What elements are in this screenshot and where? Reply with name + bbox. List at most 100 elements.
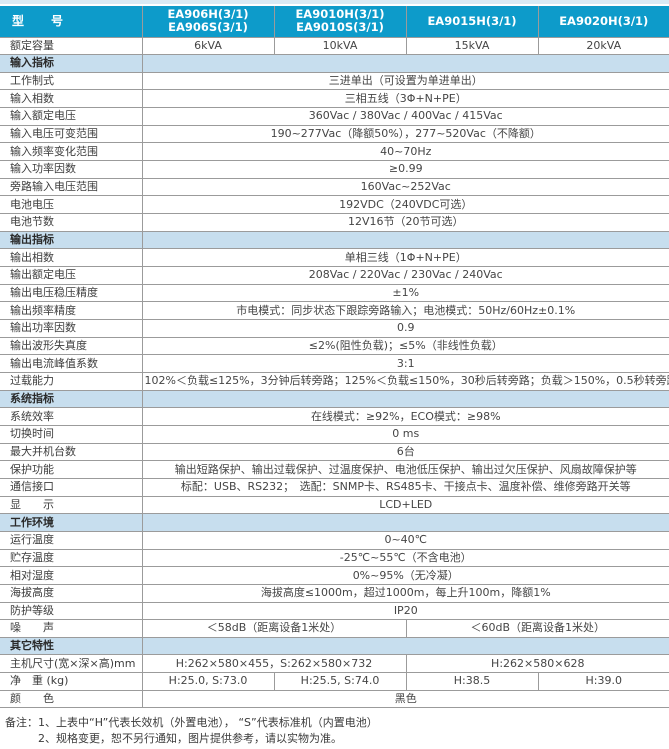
spec-row: 显 示 LCD+LED bbox=[0, 495, 669, 515]
spec-value: 0~40℃ bbox=[141, 530, 669, 550]
spec-value: 40~70Hz bbox=[141, 142, 669, 162]
row-label: 系统效率 bbox=[0, 407, 143, 426]
row-label: 输入额定电压 bbox=[0, 107, 143, 126]
spec-row: 防护等级 IP20 bbox=[0, 601, 669, 621]
spec-value: ≥0.99 bbox=[141, 160, 669, 179]
spec-row: 保护功能 输出短路保护、输出过载保护、过温度保护、电池低压保护、输出过欠压保护、风… bbox=[0, 460, 669, 479]
row-label: 相对湿度 bbox=[0, 566, 143, 585]
spec-row: 输出电压稳压精度 ±1% bbox=[0, 283, 669, 303]
spec-value: H:39.0 bbox=[537, 672, 669, 691]
spec-value: 102%＜负载≤125%，3分钟后转旁路；125%＜负载≤150%，30秒后转旁… bbox=[141, 371, 669, 391]
spec-row: 输入电压可变范围 190~277Vac（降额50%），277~520Vac（不降额… bbox=[0, 124, 669, 144]
spec-value: 160Vac~252Vac bbox=[141, 177, 669, 197]
spec-value: 海拔高度≤1000m，超过1000m，每上升100m，降额1% bbox=[141, 583, 669, 603]
spec-row: 电池节数 12V16节（20节可选） bbox=[0, 213, 669, 232]
row-label: 输出波形失真度 bbox=[0, 336, 143, 356]
row-label: 输入电压可变范围 bbox=[0, 124, 143, 144]
model-header-cell-1: EA906H(3/1) EA906S(3/1) bbox=[141, 6, 275, 38]
spec-row: 输出额定电压 208Vac / 220Vac / 230Vac / 240Vac bbox=[0, 266, 669, 285]
spec-value: ＜60dB（距离设备1米处） bbox=[405, 619, 669, 638]
row-label: 颜 色 bbox=[0, 689, 143, 709]
row-label: 输出额定电压 bbox=[0, 266, 143, 285]
spec-row: 输出相数 单相三线（1Φ+N+PE） bbox=[0, 248, 669, 268]
spec-row: 相对湿度 0%~95%（无冷凝） bbox=[0, 566, 669, 585]
row-label: 海拔高度 bbox=[0, 583, 143, 603]
ups-spec-table: 型 号 EA906H(3/1) EA906S(3/1) EA9010H(3/1) … bbox=[0, 6, 669, 709]
spec-row: 输入相数 三相五线（3Φ+N+PE） bbox=[0, 89, 669, 109]
spec-row: 最大并机台数 6台 bbox=[0, 442, 669, 462]
row-label: 净 重 (kg) bbox=[0, 672, 143, 691]
row-label: 输出频率精度 bbox=[0, 301, 143, 320]
row-label: 通信接口 bbox=[0, 477, 143, 497]
model-header-cell-3: EA9015H(3/1) bbox=[405, 6, 539, 38]
row-label: 工作制式 bbox=[0, 71, 143, 91]
spec-row: 输入额定电压 360Vac / 380Vac / 400Vac / 415Vac bbox=[0, 107, 669, 126]
spec-value: 三相五线（3Φ+N+PE） bbox=[141, 89, 669, 109]
top-accent-strip bbox=[0, 0, 669, 4]
section-fill bbox=[141, 54, 669, 73]
spec-value: 标配：USB、RS232； 选配：SNMP卡、RS485卡、干接点卡、温度补偿、… bbox=[141, 477, 669, 497]
model-header-cell-4: EA9020H(3/1) bbox=[537, 6, 669, 38]
row-label: 过载能力 bbox=[0, 371, 143, 391]
spec-row: 额定容量 6kVA 10kVA 15kVA 20kVA bbox=[0, 36, 669, 56]
spec-value: 单相三线（1Φ+N+PE） bbox=[141, 248, 669, 268]
row-label: 输入功率因数 bbox=[0, 160, 143, 179]
spec-value: 3:1 bbox=[141, 354, 669, 373]
spec-value: 15kVA bbox=[405, 36, 539, 56]
section-header-row: 系统指标 bbox=[0, 389, 669, 409]
spec-row: 输出波形失真度 ≤2%(阻性负载)；≤5%（非线性负载） bbox=[0, 336, 669, 356]
section-header-row: 输出指标 bbox=[0, 230, 669, 250]
spec-value: 20kVA bbox=[537, 36, 669, 56]
spec-value: 0 ms bbox=[141, 424, 669, 444]
footnote-2: 2、规格变更，恕不另行通知，图片提供参考，请以实物为准。 bbox=[38, 732, 342, 746]
row-label: 防护等级 bbox=[0, 601, 143, 621]
row-label: 保护功能 bbox=[0, 460, 143, 479]
row-label: 切换时间 bbox=[0, 424, 143, 444]
row-label: 噪 声 bbox=[0, 619, 143, 638]
spec-value: 在线模式：≥92%，ECO模式：≥98% bbox=[141, 407, 669, 426]
spec-row: 输出功率因数 0.9 bbox=[0, 319, 669, 338]
row-label: 旁路输入电压范围 bbox=[0, 177, 143, 197]
spec-value: H:262×580×628 bbox=[405, 654, 669, 674]
row-label: 输出电流峰值系数 bbox=[0, 354, 143, 373]
section-fill bbox=[141, 230, 669, 250]
spec-row: 噪 声＜58dB（距离设备1米处） ＜60dB（距离设备1米处） bbox=[0, 619, 669, 638]
spec-value: 黑色 bbox=[141, 689, 669, 709]
spec-value: H:38.5 bbox=[405, 672, 539, 691]
row-label: 主机尺寸(宽×深×高)mm bbox=[0, 654, 143, 674]
section-fill bbox=[141, 389, 669, 409]
spec-value: ≤2%(阻性负载)；≤5%（非线性负载） bbox=[141, 336, 669, 356]
section-header-row: 工作环境 bbox=[0, 513, 669, 532]
section-header-row: 输入指标 bbox=[0, 54, 669, 73]
spec-row: 旁路输入电压范围 160Vac~252Vac bbox=[0, 177, 669, 197]
spec-row: 海拔高度 海拔高度≤1000m，超过1000m，每上升100m，降额1% bbox=[0, 583, 669, 603]
section-header-row: 其它特性 bbox=[0, 636, 669, 656]
section-fill bbox=[141, 513, 669, 532]
model-header-row: 型 号 EA906H(3/1) EA906S(3/1) EA9010H(3/1) … bbox=[0, 6, 669, 38]
section-title: 工作环境 bbox=[0, 513, 143, 532]
spec-value: -25℃~55℃（不含电池） bbox=[141, 548, 669, 568]
spec-value: ＜58dB（距离设备1米处） bbox=[141, 619, 407, 638]
spec-row: 系统效率 在线模式：≥92%，ECO模式：≥98% bbox=[0, 407, 669, 426]
row-label: 最大并机台数 bbox=[0, 442, 143, 462]
row-label: 贮存温度 bbox=[0, 548, 143, 568]
spec-row: 净 重 (kg) H:25.0, S:73.0 H:25.5, S:74.0 H:38… bbox=[0, 672, 669, 691]
spec-value: 10kVA bbox=[273, 36, 407, 56]
row-label: 电池节数 bbox=[0, 213, 143, 232]
spec-row: 工作制式 三进单出（可设置为单进单出） bbox=[0, 71, 669, 91]
spec-value: LCD+LED bbox=[141, 495, 669, 515]
model-header-cell-2: EA9010H(3/1) EA9010S(3/1) bbox=[273, 6, 407, 38]
spec-value: IP20 bbox=[141, 601, 669, 621]
section-title: 输出指标 bbox=[0, 230, 143, 250]
spec-value: 360Vac / 380Vac / 400Vac / 415Vac bbox=[141, 107, 669, 126]
section-fill bbox=[141, 636, 669, 656]
row-label: 输出功率因数 bbox=[0, 319, 143, 338]
spec-row: 切换时间 0 ms bbox=[0, 424, 669, 444]
footnotes: 备注：1、上表中“H”代表长效机（外置电池）， “S”代表标准机（内置电池） 2… bbox=[0, 715, 669, 747]
spec-value: H:25.5, S:74.0 bbox=[273, 672, 407, 691]
section-title: 输入指标 bbox=[0, 54, 143, 73]
spec-row: 输入频率变化范围 40~70Hz bbox=[0, 142, 669, 162]
spec-row: 通信接口 标配：USB、RS232； 选配：SNMP卡、RS485卡、干接点卡、温… bbox=[0, 477, 669, 497]
spec-row: 贮存温度 -25℃~55℃（不含电池） bbox=[0, 548, 669, 568]
spec-value: H:25.0, S:73.0 bbox=[141, 672, 275, 691]
